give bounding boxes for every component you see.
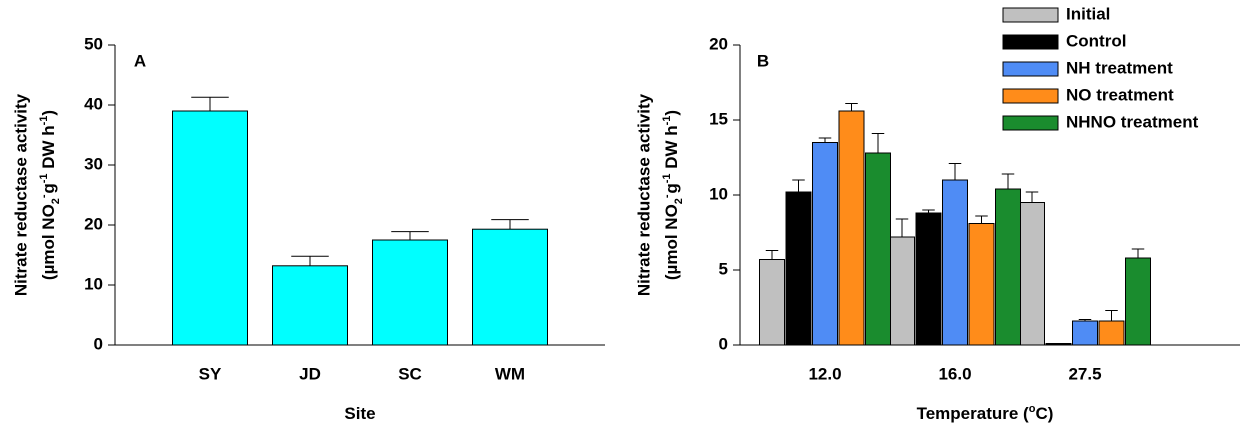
legend-swatch: [1002, 34, 1059, 50]
panel-label: A: [134, 51, 146, 70]
label-part: -: [38, 194, 50, 198]
y-tick-label: 40: [84, 94, 103, 113]
error-bar: [1131, 248, 1145, 258]
error-bar: [1001, 173, 1015, 189]
label-part: -1: [38, 174, 50, 184]
bar: [995, 188, 1021, 346]
legend-label: NO treatment: [1066, 85, 1174, 104]
error-bar: [975, 215, 988, 224]
label-part: -1: [661, 174, 673, 184]
label-part: Site: [344, 404, 375, 423]
bar: [785, 191, 812, 346]
bar: [1019, 202, 1045, 346]
y-tick-label: 15: [709, 109, 728, 128]
label-part: ): [39, 110, 58, 116]
error-bar: [845, 103, 858, 111]
label-part: g: [39, 183, 58, 198]
bar: [1098, 320, 1125, 346]
legend-swatch: [1002, 7, 1059, 23]
y-tick-label: 10: [84, 274, 103, 293]
label-part: C): [1035, 404, 1053, 423]
y-tick-label: 0: [719, 334, 728, 353]
bar: [172, 110, 248, 346]
error-bar: [291, 255, 329, 266]
bar: [372, 239, 448, 346]
x-tick-label: WM: [495, 364, 525, 383]
panel-label: B: [757, 51, 769, 70]
x-tick-label: 12.0: [808, 364, 841, 383]
error-bar: [765, 250, 779, 260]
y-tick-label: 0: [94, 334, 103, 353]
y-axis-title: Nitrate reductase activity: [634, 93, 653, 296]
y-axis-unit: (µmol NO2- g-1 DW h-1): [661, 110, 685, 280]
label-part: 2: [673, 198, 685, 204]
label-part: Temperature (: [917, 404, 1029, 423]
error-bar: [1078, 319, 1092, 321]
label-part: ): [662, 110, 681, 116]
y-tick-label: 20: [84, 214, 103, 233]
label-part: (µmol NO: [662, 204, 681, 280]
error-bar: [391, 231, 429, 240]
x-tick-label: SY: [199, 364, 222, 383]
error-bar: [1105, 310, 1118, 321]
legend-swatch: [1002, 88, 1059, 104]
legend-label: Initial: [1066, 4, 1110, 23]
y-tick-label: 10: [709, 184, 728, 203]
label-part: (µmol NO: [39, 204, 58, 280]
x-tick-label: 27.5: [1068, 364, 1101, 383]
bar: [968, 223, 995, 346]
label-part: DW h: [662, 125, 681, 173]
y-axis-unit: (µmol NO2- g-1 DW h-1): [38, 110, 62, 280]
legend-swatch: [1002, 115, 1059, 131]
x-axis-title: Site: [344, 404, 375, 423]
bar: [472, 228, 548, 346]
bar: [1125, 257, 1151, 346]
y-tick-label: 5: [719, 259, 728, 278]
bar: [889, 236, 915, 346]
error-bar: [922, 209, 935, 213]
x-tick-label: 16.0: [938, 364, 971, 383]
y-tick-label: 50: [84, 34, 103, 53]
label-part: -: [661, 194, 673, 198]
x-axis-title: Temperature (oC): [917, 403, 1054, 424]
label-part: 2: [50, 198, 62, 204]
y-tick-label: 30: [84, 154, 103, 173]
error-bar: [895, 218, 909, 237]
label-part: DW h: [39, 125, 58, 173]
legend-label: NHNO treatment: [1066, 112, 1199, 131]
bar: [272, 265, 348, 346]
error-bar: [491, 219, 529, 230]
bar: [915, 212, 942, 346]
bar: [1072, 320, 1098, 346]
label-part: -1: [38, 116, 50, 126]
x-tick-label: JD: [299, 364, 321, 383]
error-bar: [948, 163, 962, 180]
bar: [838, 110, 865, 346]
bar: [865, 152, 891, 346]
y-axis-title: Nitrate reductase activity: [11, 93, 30, 296]
error-bar: [191, 96, 229, 111]
legend-label: Control: [1066, 31, 1126, 50]
label-part: o: [1029, 403, 1036, 415]
bar: [942, 179, 968, 346]
error-bar: [871, 133, 885, 153]
legend-swatch: [1002, 61, 1059, 77]
error-bar: [818, 137, 832, 143]
label-part: -1: [661, 116, 673, 126]
x-tick-label: SC: [398, 364, 422, 383]
y-tick-label: 20: [709, 34, 728, 53]
bar: [759, 259, 785, 346]
error-bar: [792, 179, 805, 192]
error-bar: [1025, 191, 1039, 203]
bar: [812, 142, 838, 346]
label-part: g: [662, 183, 681, 198]
legend-label: NH treatment: [1066, 58, 1173, 77]
